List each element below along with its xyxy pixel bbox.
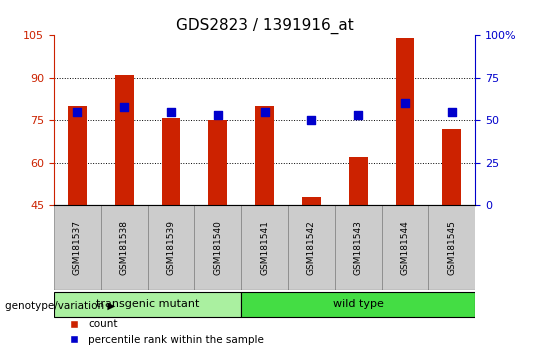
- Bar: [335, 205, 382, 290]
- Text: GSM181537: GSM181537: [73, 220, 82, 275]
- Bar: [101, 205, 147, 290]
- Text: GSM181538: GSM181538: [120, 220, 129, 275]
- Text: genotype/variation ▶: genotype/variation ▶: [5, 301, 116, 311]
- Bar: [442, 129, 461, 205]
- Point: [401, 101, 409, 106]
- Bar: [349, 157, 368, 205]
- Bar: [241, 205, 288, 290]
- Bar: [208, 120, 227, 205]
- Bar: [396, 38, 414, 205]
- Point: [73, 109, 82, 115]
- Bar: [241, 292, 475, 317]
- Bar: [302, 197, 321, 205]
- Text: GSM181539: GSM181539: [166, 220, 176, 275]
- Point: [120, 104, 129, 110]
- Bar: [382, 205, 428, 290]
- Bar: [115, 75, 133, 205]
- Legend: count, percentile rank within the sample: count, percentile rank within the sample: [59, 315, 268, 349]
- Text: GSM181543: GSM181543: [354, 220, 363, 275]
- Bar: [54, 205, 101, 290]
- Point: [354, 113, 362, 118]
- Bar: [194, 205, 241, 290]
- Text: GSM181540: GSM181540: [213, 220, 222, 275]
- Point: [448, 109, 456, 115]
- Bar: [161, 118, 180, 205]
- Bar: [68, 106, 87, 205]
- Text: GSM181545: GSM181545: [447, 220, 456, 275]
- Bar: [147, 205, 194, 290]
- Point: [307, 118, 316, 123]
- Bar: [428, 205, 475, 290]
- Text: wild type: wild type: [333, 299, 383, 309]
- Point: [260, 109, 269, 115]
- Bar: [255, 106, 274, 205]
- Text: GSM181544: GSM181544: [401, 221, 409, 275]
- Text: GSM181542: GSM181542: [307, 221, 316, 275]
- Point: [167, 109, 176, 115]
- Title: GDS2823 / 1391916_at: GDS2823 / 1391916_at: [176, 18, 354, 34]
- Point: [213, 113, 222, 118]
- Text: transgenic mutant: transgenic mutant: [96, 299, 199, 309]
- Text: GSM181541: GSM181541: [260, 220, 269, 275]
- Bar: [54, 292, 241, 317]
- Bar: [288, 205, 335, 290]
